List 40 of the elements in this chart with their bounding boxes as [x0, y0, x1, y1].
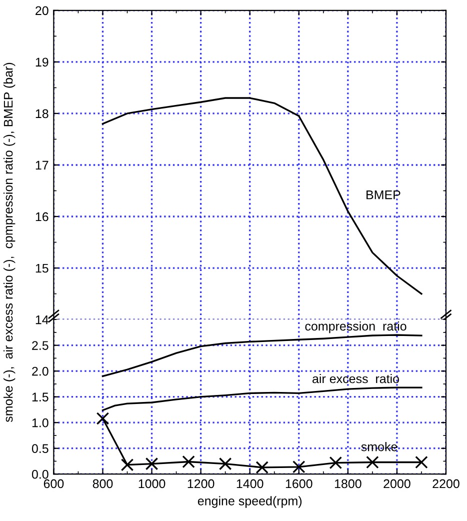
- point: [415, 456, 428, 469]
- y-tick-label: 18: [36, 109, 48, 118]
- y-tick-label: 20: [36, 6, 48, 16]
- y-tick-label: 1.5: [32, 392, 48, 402]
- point: [182, 455, 195, 468]
- point: [366, 456, 379, 469]
- annotation: BMEP: [366, 190, 400, 200]
- x-axis-title: engine speed(rpm): [198, 496, 302, 508]
- x-tick-label: 1400: [236, 479, 264, 488]
- line-series: [102, 97, 422, 295]
- annotation: smoke: [361, 442, 398, 452]
- y-tick-label: 0.0: [32, 470, 48, 479]
- y-tick-label: 17: [36, 160, 48, 170]
- point: [96, 412, 110, 425]
- y-tick-label: 16: [36, 212, 48, 222]
- point: [292, 460, 306, 474]
- x-tick-label: 800: [92, 479, 113, 488]
- annotation: compression ratio: [305, 321, 406, 334]
- line-series: [102, 386, 422, 412]
- x-tick-label: 2200: [432, 479, 460, 488]
- x-tick-label: 2000: [384, 479, 410, 488]
- x-tick-label: 1000: [138, 479, 166, 488]
- x-tick-label: 1600: [286, 479, 312, 488]
- point: [120, 458, 134, 472]
- x-tick-label: 1200: [188, 479, 214, 488]
- y-tick-label: 14: [36, 315, 48, 324]
- point: [329, 456, 342, 470]
- x-tick-label: 1800: [334, 479, 362, 488]
- y-tick-label: 2.0: [32, 366, 48, 376]
- y-tick-label: 1.0: [32, 418, 48, 428]
- y-tick-label: 0.5: [32, 444, 48, 453]
- annotation: air excess ratio: [312, 374, 400, 384]
- y-tick-label: 2.5: [32, 341, 48, 350]
- point: [218, 457, 232, 470]
- point: [256, 461, 268, 474]
- point: [145, 457, 158, 470]
- y-tick-label: 15: [36, 264, 48, 273]
- x-tick-label: 600: [44, 479, 64, 488]
- y-axis-title: smoke (-), air excess ratio (-), cpmpression ratio (-), BMEP (bar): [4, 62, 16, 422]
- y-tick-label: 19: [36, 58, 48, 67]
